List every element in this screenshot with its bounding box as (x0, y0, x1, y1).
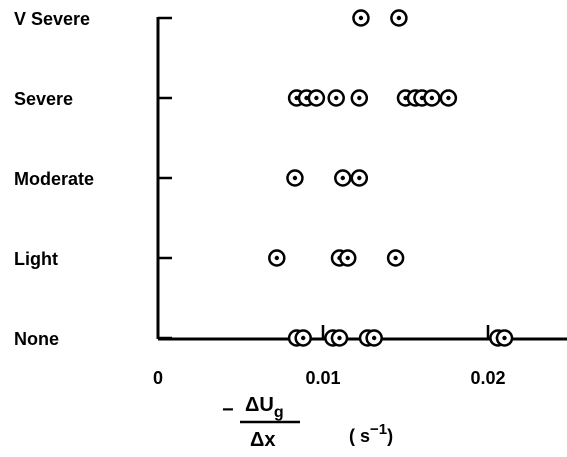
data-point (294, 329, 312, 347)
data-point (327, 89, 345, 107)
category-label: None (14, 329, 59, 349)
data-point (495, 329, 514, 347)
category-label: V Severe (14, 9, 90, 29)
xlabel-unit: ( s−1) (349, 421, 393, 446)
y-axis-ticks (158, 16, 172, 340)
x-tick-label: 0.02 (470, 368, 505, 388)
x-tick-labels: 0 0.01 0.02 (153, 368, 506, 388)
xlabel-denominator: Δx (250, 429, 276, 451)
category-labels: None Light Moderate Severe V Severe (14, 9, 94, 349)
data-point (307, 89, 326, 107)
data-point (365, 329, 383, 347)
data-point (350, 89, 369, 107)
data-point (423, 89, 441, 107)
x-tick-label: 0 (153, 368, 163, 388)
category-label: Light (14, 249, 58, 269)
xlabel-numerator: ΔUg (245, 394, 284, 421)
data-point (390, 9, 408, 27)
data-point (439, 89, 458, 107)
data-point (352, 9, 370, 27)
data-points (268, 9, 514, 347)
category-label: Severe (14, 89, 73, 109)
data-point (286, 169, 304, 187)
data-point (268, 249, 286, 267)
data-point (386, 249, 405, 267)
data-point (339, 249, 357, 267)
category-label: Moderate (14, 169, 94, 189)
x-axis-label: − ΔUg Δx ( s−1) (222, 394, 393, 451)
xlabel-minus: − (222, 399, 234, 421)
data-point (334, 169, 352, 187)
x-tick-label: 0.01 (305, 368, 340, 388)
x-axis-ticks (321, 325, 490, 339)
data-point (330, 329, 349, 347)
data-point (350, 169, 369, 187)
